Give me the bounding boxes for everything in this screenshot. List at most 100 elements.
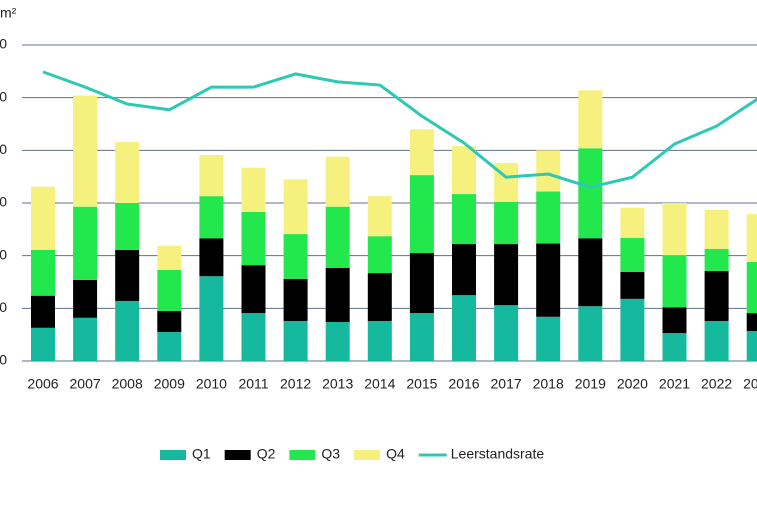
legend-swatch — [289, 450, 316, 460]
legend-label: Q3 — [321, 446, 340, 462]
bar-segment — [325, 156, 350, 207]
bar-segment — [620, 298, 645, 361]
x-tick-label: 2020 — [617, 376, 648, 392]
bar-segment — [452, 295, 476, 361]
x-tick-label: 2008 — [112, 376, 143, 392]
line-series — [42, 70, 757, 189]
y-axis-label: m² — [0, 5, 17, 21]
y-tick-label: 100 — [0, 299, 7, 315]
bar-segment — [620, 207, 645, 238]
bar-segment — [452, 146, 476, 195]
bar-segment — [578, 306, 603, 361]
x-tick-label: 2021 — [659, 376, 690, 392]
x-tick-label: 2016 — [448, 376, 479, 392]
legend-label: Q4 — [386, 446, 405, 462]
bar-segment — [31, 249, 55, 296]
x-tick-label: 2013 — [322, 376, 353, 392]
bar-segment — [325, 267, 350, 323]
bar-segment — [662, 307, 687, 334]
bar-segment — [620, 237, 645, 272]
bar-segment — [662, 333, 687, 361]
y-tick-label: 500 — [0, 88, 7, 104]
bar-segment — [409, 253, 434, 314]
bar-segment — [31, 327, 55, 361]
bar-segment — [31, 186, 55, 250]
legend-label: Q1 — [192, 446, 211, 462]
bar-segment — [199, 276, 224, 361]
bar-segment — [73, 279, 98, 318]
x-tick-label: 2019 — [575, 376, 606, 392]
y-tick-label: 0 — [0, 352, 7, 368]
bar-segment — [494, 201, 519, 245]
bar-segment — [241, 167, 266, 212]
bar-segment — [199, 196, 224, 239]
x-tick-label: 2014 — [364, 376, 395, 392]
legend-swatch — [224, 450, 251, 460]
bar-segment — [704, 248, 729, 271]
bar-segment — [241, 313, 266, 361]
bar-segment — [157, 332, 182, 361]
bar-segment — [746, 330, 757, 361]
y-tick-label: 200 — [0, 246, 7, 262]
x-tick-label: 2017 — [491, 376, 522, 392]
bar-segment — [409, 313, 434, 361]
x-tick-label: 2011 — [238, 376, 268, 392]
y-tick-label: 300 — [0, 194, 7, 210]
bar-segment — [115, 249, 140, 301]
bar-segment — [115, 300, 140, 361]
x-tick-label: 2012 — [280, 376, 311, 392]
bar-segment — [578, 238, 603, 307]
x-tick-label: 2007 — [70, 376, 101, 392]
bar-segment — [283, 278, 308, 321]
x-tick-label: 2006 — [27, 376, 58, 392]
bar-segment — [115, 203, 140, 250]
bar-segment — [325, 322, 350, 361]
bar-segment — [199, 155, 224, 197]
x-tick-label: 2023 — [743, 376, 757, 392]
bar-segment — [578, 148, 603, 239]
bar-segment — [283, 320, 308, 361]
bar-segment — [536, 191, 561, 244]
bar-segment — [452, 194, 476, 245]
x-tick-label: 2009 — [154, 376, 185, 392]
bar-segment — [620, 271, 645, 299]
bar-segment — [115, 141, 140, 203]
bar-segment — [662, 203, 687, 256]
bar-segment — [746, 261, 757, 314]
bar-segment — [704, 270, 729, 321]
bar-segment — [367, 236, 392, 274]
bar-segment — [73, 95, 98, 207]
bar-segment — [367, 273, 392, 321]
x-tick-label: 2015 — [406, 376, 437, 392]
bar-segment — [409, 129, 434, 176]
y-tick-label: 400 — [0, 141, 7, 157]
bar-segment — [536, 243, 561, 317]
bar-segment — [367, 196, 392, 237]
bar-segment — [73, 317, 98, 361]
bar-segment — [157, 269, 182, 311]
bar-segment — [283, 179, 308, 235]
bar-segment — [704, 209, 729, 249]
bar-segment — [409, 175, 434, 254]
x-tick-label: 2018 — [533, 376, 564, 392]
bar-segment — [241, 265, 266, 314]
bar-segment — [157, 245, 182, 270]
bar-segment — [746, 313, 757, 331]
bar-segment — [325, 206, 350, 268]
x-tick-label: 2010 — [196, 376, 227, 392]
bar-segment — [367, 320, 392, 361]
bar-segment — [31, 295, 55, 328]
bar-segment — [494, 305, 519, 361]
y-tick-label: 600 — [0, 36, 7, 52]
bar-segment — [746, 214, 757, 262]
bar-segment — [241, 211, 266, 266]
legend-swatch — [160, 450, 186, 460]
bar-segment — [704, 320, 729, 361]
legend-label: Q2 — [257, 446, 276, 462]
legend-label: Leerstandsrate — [451, 446, 545, 462]
bar-segment — [536, 316, 561, 361]
bar-segment — [452, 244, 476, 296]
bar-segment — [578, 90, 603, 149]
bar-segment — [283, 234, 308, 279]
